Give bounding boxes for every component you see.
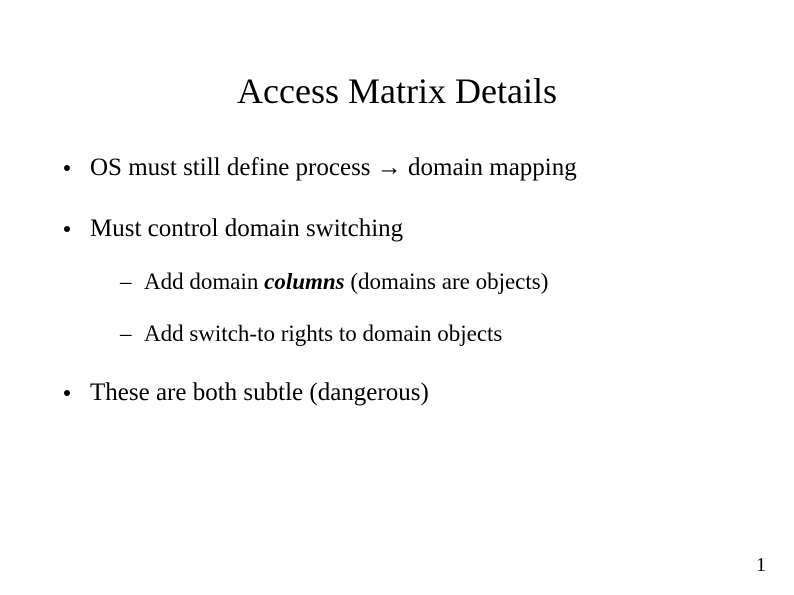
bullet-text: These are both subtle (dangerous) — [90, 379, 429, 406]
bullet-text: OS must still define process — [90, 154, 377, 181]
bullet-text: Must control domain switching — [90, 215, 403, 242]
sub-bullet-item: Add domain columns (domains are objects) — [120, 267, 744, 297]
bullet-item: Must control domain switching Add domain… — [60, 213, 744, 349]
bullet-list: OS must still define process → domain ma… — [50, 152, 744, 409]
sub-bullet-emph: columns — [264, 269, 345, 294]
slide-title: Access Matrix Details — [50, 70, 744, 112]
page-number: 1 — [756, 554, 766, 577]
bullet-item: These are both subtle (dangerous) — [60, 377, 744, 410]
sub-bullet-item: Add switch-to rights to domain objects — [120, 319, 744, 349]
sub-bullet-text: Add switch-to rights to domain objects — [144, 321, 502, 346]
bullet-item: OS must still define process → domain ma… — [60, 152, 744, 185]
sub-bullet-text: (domains are objects) — [345, 269, 549, 294]
bullet-text: domain mapping — [402, 154, 577, 181]
slide: Access Matrix Details OS must still defi… — [0, 0, 794, 595]
arrow-icon: → — [377, 154, 402, 181]
sub-bullet-text: Add domain — [144, 269, 264, 294]
sub-bullet-list: Add domain columns (domains are objects)… — [90, 267, 744, 349]
